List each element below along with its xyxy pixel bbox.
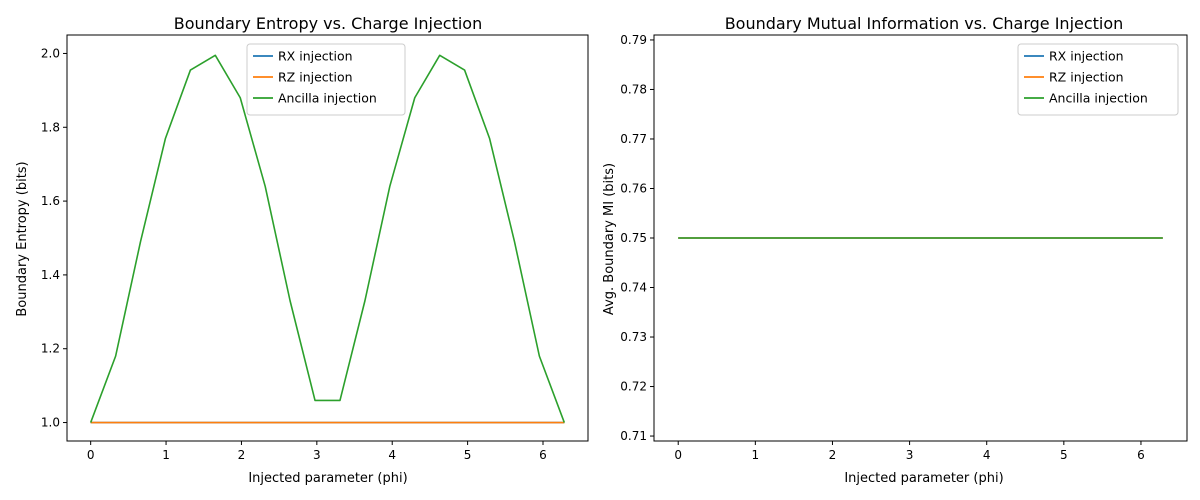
entropy-x-tick-label: 6 xyxy=(539,448,547,462)
mutual-info-legend: RX injection RZ injection Ancilla injectio… xyxy=(1017,43,1179,116)
mutual-info-x-tick-label: 0 xyxy=(674,448,682,462)
entropy-legend: RX injection RZ injection Ancilla injectio… xyxy=(246,43,406,116)
entropy-series-line-2 xyxy=(89,54,566,423)
mutual-info-y-tick-label: 0.74 xyxy=(620,281,647,295)
mutual-info-legend-label-2: Ancilla injection xyxy=(1049,91,1148,106)
entropy-x-axis-label: Injected parameter (phi) xyxy=(248,471,407,486)
mutual-info-plot-frame xyxy=(653,34,1188,442)
mutual-info-legend-label-1: RZ injection xyxy=(1049,70,1124,85)
entropy-chart-title: Boundary Entropy vs. Charge Injection xyxy=(174,14,482,33)
mutual-info-y-tick-label: 0.78 xyxy=(620,82,647,96)
entropy-x-tick-label: 5 xyxy=(464,448,472,462)
entropy-legend-label-2: Ancilla injection xyxy=(278,91,377,106)
entropy-x-tick-label: 4 xyxy=(388,448,396,462)
mutual-info-y-tick-label: 0.71 xyxy=(620,429,647,443)
mutual-info-y-tick-label: 0.75 xyxy=(620,231,647,245)
entropy-y-tick-label: 2.0 xyxy=(41,46,60,60)
entropy-y-tick-label: 1.8 xyxy=(41,120,60,134)
mutual-info-x-tick-label: 5 xyxy=(1060,448,1068,462)
entropy-legend-label-0: RX injection xyxy=(278,49,353,64)
mutual-info-legend-box xyxy=(1017,43,1179,116)
mutual-info-x-axis-label: Injected parameter (phi) xyxy=(844,471,1003,486)
entropy-legend-label-1: RZ injection xyxy=(278,70,353,85)
entropy-x-tick-label: 0 xyxy=(87,448,95,462)
mutual-info-legend-label-0: RX injection xyxy=(1049,49,1124,64)
entropy-x-tick-label: 3 xyxy=(313,448,321,462)
mutual-info-ticks: 0 1 2 3 4 5 6 0.71 0.72 0.73 0.74 0.75 0.76 0.77 0.78 0… xyxy=(620,33,1144,462)
mutual-info-y-tick-label: 0.72 xyxy=(620,380,647,394)
entropy-y-tick-label: 1.2 xyxy=(41,342,60,356)
mutual-info-y-tick-label: 0.79 xyxy=(620,33,647,47)
mutual-info-chart-title: Boundary Mutual Information vs. Charge I… xyxy=(725,14,1124,33)
mutual-info-y-tick-label: 0.73 xyxy=(620,330,647,344)
mutual-info-x-tick-label: 1 xyxy=(752,448,760,462)
mutual-info-x-tick-label: 4 xyxy=(983,448,991,462)
entropy-series-lines xyxy=(89,54,566,424)
mutual-info-y-tick-label: 0.76 xyxy=(620,181,647,195)
mutual-info-x-tick-label: 3 xyxy=(906,448,914,462)
mutual-info-y-axis-label: Avg. Boundary MI (bits) xyxy=(602,163,617,315)
entropy-legend-box xyxy=(246,43,406,116)
entropy-y-tick-label: 1.0 xyxy=(41,416,60,430)
mutual-info-x-tick-label: 2 xyxy=(829,448,837,462)
mutual-info-x-tick-label: 6 xyxy=(1137,448,1145,462)
entropy-x-tick-label: 2 xyxy=(238,448,246,462)
entropy-y-tick-label: 1.6 xyxy=(41,194,60,208)
entropy-x-tick-label: 1 xyxy=(162,448,170,462)
entropy-plot-frame xyxy=(66,34,589,442)
entropy-ticks: 0 1 2 3 4 5 6 1.0 1.2 1.4 1.6 1.8 2.0 xyxy=(41,46,547,462)
mutual-info-chart-panel: Boundary Mutual Information vs. Charge I… xyxy=(602,14,1188,486)
mutual-info-y-tick-label: 0.77 xyxy=(620,132,647,146)
entropy-y-axis-label: Boundary Entropy (bits) xyxy=(15,161,30,316)
entropy-y-tick-label: 1.4 xyxy=(41,268,60,282)
entropy-chart-panel: Boundary Entropy vs. Charge Injection In… xyxy=(15,14,589,486)
